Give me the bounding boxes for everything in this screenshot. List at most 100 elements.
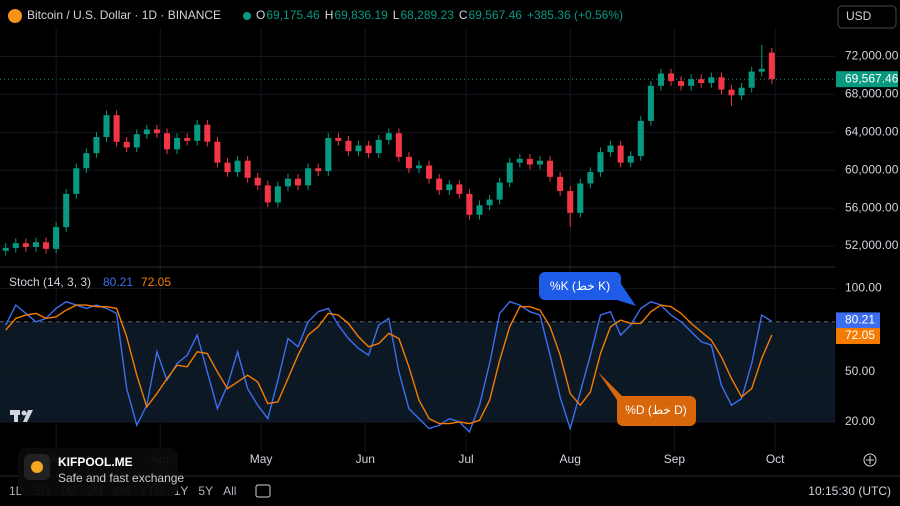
- candle-body: [668, 73, 675, 82]
- candle-body: [536, 160, 544, 165]
- candle-body: [93, 137, 100, 154]
- y-tick-label: 50.00: [845, 364, 875, 378]
- currency[interactable]: USD: [846, 9, 872, 23]
- candle-body: [2, 247, 9, 251]
- y-tick-label: 72,000.00: [845, 49, 899, 63]
- currency-button[interactable]: [837, 5, 897, 29]
- candle-body: [587, 172, 594, 184]
- candle-body: [295, 178, 302, 186]
- x-tick-label: Oct: [766, 452, 785, 466]
- y-tick-label: 68,000.00: [845, 87, 899, 101]
- candle-body: [174, 137, 181, 150]
- candle-body: [264, 185, 271, 203]
- ohlc-value: 69,836.19: [334, 8, 388, 22]
- candle-body: [647, 85, 654, 121]
- candle-body: [758, 68, 765, 72]
- bubble: [598, 372, 696, 426]
- indicator-title: Stoch (14, 3, 3): [9, 275, 91, 289]
- y-tick-label: 20.00: [845, 414, 875, 428]
- y-tick-label: 52,000.00: [845, 238, 899, 252]
- candle-body: [557, 176, 564, 192]
- date-range-button[interactable]: [255, 484, 271, 498]
- candle-body: [244, 160, 251, 178]
- candle-body: [254, 177, 261, 186]
- candle-body: [526, 158, 533, 165]
- candle-body: [476, 205, 483, 215]
- candle-body: [83, 153, 90, 169]
- ohlc-label: L: [393, 8, 400, 22]
- candle-body: [748, 71, 755, 88]
- ohlc-value: 68,289.23: [400, 8, 454, 22]
- candle-body: [123, 141, 130, 148]
- candle-body: [335, 137, 342, 141]
- bubble: [539, 272, 636, 306]
- candle-body: [768, 52, 775, 80]
- candle-body: [415, 165, 423, 169]
- candle-body: [678, 81, 685, 86]
- candle-body: [637, 120, 644, 156]
- settings-button[interactable]: [863, 453, 877, 467]
- candle-body: [657, 73, 664, 86]
- annotation-text: %D (خط D): [625, 403, 686, 417]
- candle-body: [345, 140, 352, 152]
- x-tick-label: Aug: [560, 452, 581, 466]
- candle-body: [385, 133, 392, 140]
- clock: 10:15:30 (UTC): [808, 484, 891, 498]
- x-tick-label: Sep: [664, 452, 686, 466]
- candle-body: [597, 152, 604, 173]
- candle-body: [284, 178, 291, 187]
- last-price-tag: [836, 71, 898, 88]
- candle-body: [234, 160, 241, 173]
- candle-body: [567, 191, 574, 213]
- candle-body: [456, 184, 463, 194]
- candle-body: [204, 124, 211, 142]
- x-tick-label: Jul: [458, 452, 473, 466]
- value-tag-label: 80.21: [845, 313, 875, 327]
- y-tick-label: 100.00: [845, 281, 882, 295]
- ohlc: O 69,175.46 H 69,836.19 L 68,289.23 C 69,567.46…: [256, 8, 623, 22]
- candle-body: [728, 89, 735, 96]
- candle-body: [708, 77, 715, 83]
- candle-body: [184, 137, 191, 141]
- series-line: [5, 300, 773, 434]
- candle-body: [617, 145, 624, 163]
- candle-body: [516, 158, 523, 163]
- coin-icon: [8, 9, 22, 23]
- candle-body: [688, 79, 695, 86]
- candle-body: [577, 183, 584, 213]
- status-dot: [243, 12, 251, 20]
- candle-body: [143, 129, 150, 135]
- candle-body: [355, 145, 362, 152]
- candle-body: [738, 87, 745, 96]
- candle-body: [365, 145, 372, 154]
- marks-layer: [2, 45, 775, 434]
- watermark-name: KIFPOOL.ME: [58, 455, 133, 469]
- candle-body: [698, 79, 705, 83]
- ohlc-value: 69,567.46: [469, 8, 523, 22]
- candle-body: [547, 160, 554, 177]
- ohlc-label: O: [256, 8, 265, 22]
- candle-body: [607, 145, 614, 153]
- candle-body: [113, 115, 120, 142]
- legend-d: 72.05: [141, 275, 171, 289]
- timeframe-button[interactable]: All: [223, 484, 236, 498]
- candle-body: [436, 178, 443, 191]
- candle-body: [63, 193, 70, 228]
- candle-body: [496, 182, 503, 200]
- candle-body: [466, 193, 473, 215]
- y-tick-label: 64,000.00: [845, 124, 899, 138]
- annotation-text: %K (خط K): [550, 279, 610, 293]
- timeframe-button[interactable]: 5Y: [198, 484, 213, 498]
- candle-body: [305, 168, 312, 186]
- value-tag-label: 72.05: [845, 328, 875, 342]
- candle-body: [153, 129, 160, 134]
- candle-body: [486, 199, 493, 206]
- y-tick-label: 60,000.00: [845, 162, 899, 176]
- candle-body: [627, 155, 634, 163]
- candle-body: [133, 134, 140, 148]
- candle-body: [325, 137, 332, 172]
- candle-body: [718, 77, 725, 90]
